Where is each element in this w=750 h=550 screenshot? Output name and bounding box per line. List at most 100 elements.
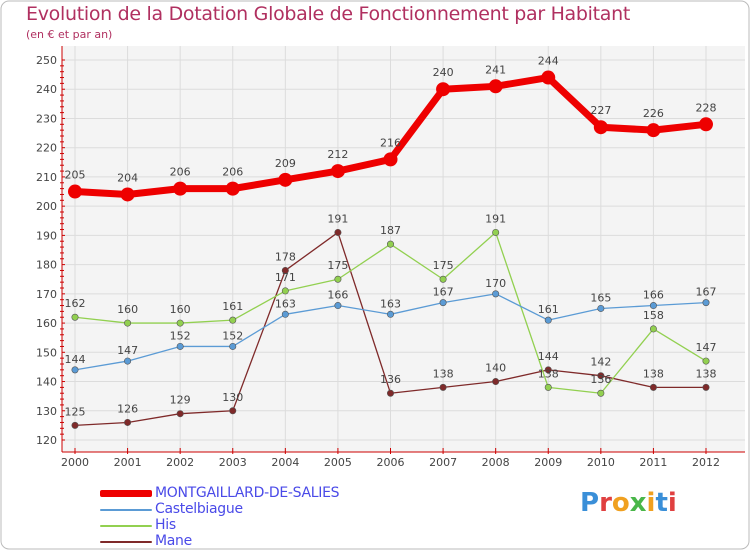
y-tick-label-130: 130 (36, 405, 57, 418)
data-label-mane-2000: 125 (65, 405, 86, 418)
data-label-castelbiague-2005: 166 (327, 289, 348, 302)
data-point-castelbiague-2001 (124, 357, 132, 365)
data-point-mane-2005 (334, 228, 342, 236)
data-point-castelbiague-2003 (229, 342, 237, 350)
data-point-his-2008 (492, 228, 500, 236)
legend-swatch-his (100, 525, 152, 527)
data-point-castelbiague-2006 (386, 310, 394, 318)
legend-item-montgaillard-de-salies: MONTGAILLARD-DE-SALIES (100, 485, 430, 502)
data-point-his-2003 (229, 316, 237, 324)
x-tick-label-2011: 2011 (639, 456, 667, 469)
data-label-mane-2009: 144 (538, 350, 559, 363)
data-point-his-2001 (124, 319, 132, 327)
data-point-castelbiague-2011 (649, 302, 657, 310)
data-label-castelbiague-2009: 161 (538, 303, 559, 316)
data-point-montgaillard-de-salies-2011 (646, 123, 661, 138)
data-label-montgaillard-de-salies-2007: 240 (433, 66, 454, 79)
x-tick-label-2003: 2003 (219, 456, 247, 469)
x-tick-label-2009: 2009 (534, 456, 562, 469)
data-point-mane-2008 (492, 378, 500, 386)
x-tick-label-2010: 2010 (587, 456, 615, 469)
data-point-his-2006 (386, 240, 394, 248)
data-label-his-2006: 187 (380, 224, 401, 237)
data-point-mane-2001 (124, 418, 132, 426)
data-point-mane-2002 (176, 410, 184, 418)
data-label-mane-2012: 138 (696, 367, 717, 380)
data-point-montgaillard-de-salies-2000 (68, 184, 82, 199)
data-label-mane-2011: 138 (643, 367, 664, 380)
data-label-castelbiague-2011: 166 (643, 289, 664, 302)
data-point-mane-2003 (229, 407, 237, 415)
data-label-castelbiague-2010: 165 (590, 291, 611, 304)
data-label-mane-2007: 138 (433, 367, 454, 380)
x-tick-label-2006: 2006 (377, 456, 405, 469)
legend-item-his: His (100, 517, 430, 534)
data-label-mane-2005: 191 (327, 212, 348, 225)
data-label-montgaillard-de-salies-2005: 212 (327, 148, 348, 161)
data-label-castelbiague-2008: 170 (485, 277, 506, 290)
data-label-mane-2004: 178 (275, 250, 296, 263)
x-tick-label-2012: 2012 (692, 456, 720, 469)
data-point-his-2010 (597, 389, 605, 397)
x-tick-label-2002: 2002 (166, 456, 194, 469)
data-label-his-2003: 161 (222, 300, 243, 313)
data-point-mane-2006 (386, 389, 394, 397)
data-label-castelbiague-2007: 167 (433, 286, 454, 299)
data-point-montgaillard-de-salies-2007 (436, 82, 451, 97)
chart-subtitle: (en € et par an) (26, 28, 113, 41)
plot-background (62, 46, 745, 452)
y-tick-label-210: 210 (36, 171, 57, 184)
data-label-mane-2001: 126 (117, 402, 138, 415)
data-point-his-2002 (176, 319, 184, 327)
data-point-his-2007 (439, 275, 447, 283)
legend-label-his: His (155, 517, 176, 533)
data-label-montgaillard-de-salies-2003: 206 (222, 166, 243, 179)
legend-label-montgaillard-de-salies: MONTGAILLARD-DE-SALIES (155, 485, 340, 501)
logo-letter: t (655, 488, 668, 518)
data-point-mane-2011 (649, 383, 657, 391)
y-tick-label-230: 230 (36, 112, 57, 125)
data-label-his-2011: 158 (643, 309, 664, 322)
y-tick-label-170: 170 (36, 288, 57, 301)
y-tick-label-160: 160 (36, 317, 57, 330)
data-label-castelbiague-2001: 147 (117, 344, 138, 357)
data-label-castelbiague-2002: 152 (170, 329, 191, 342)
data-point-castelbiague-2002 (176, 342, 184, 350)
data-point-castelbiague-2005 (334, 302, 342, 310)
data-point-mane-2010 (597, 372, 605, 380)
data-point-mane-2012 (702, 383, 710, 391)
data-point-mane-2000 (71, 421, 79, 429)
legend-swatch-montgaillard-de-salies (100, 490, 152, 497)
data-label-his-2004: 171 (275, 271, 296, 284)
data-point-montgaillard-de-salies-2003 (225, 181, 240, 196)
y-tick-label-220: 220 (36, 142, 57, 155)
data-label-montgaillard-de-salies-2001: 204 (117, 171, 138, 184)
data-point-montgaillard-de-salies-2004 (278, 172, 293, 187)
data-label-montgaillard-de-salies-2002: 206 (170, 166, 191, 179)
y-tick-label-150: 150 (36, 346, 57, 359)
data-label-his-2012: 147 (696, 341, 717, 354)
data-point-his-2005 (334, 275, 342, 283)
data-point-his-2004 (281, 287, 289, 295)
y-tick-label-120: 120 (36, 434, 57, 447)
data-point-montgaillard-de-salies-2009 (541, 70, 556, 85)
data-label-montgaillard-de-salies-2011: 226 (643, 107, 664, 120)
data-point-his-2000 (71, 313, 79, 321)
data-label-his-2005: 175 (327, 259, 348, 272)
x-tick-label-2005: 2005 (324, 456, 352, 469)
data-label-his-2001: 160 (117, 303, 138, 316)
logo-letter: i (667, 488, 677, 518)
logo-letter: r (599, 488, 612, 518)
data-point-castelbiague-2000 (71, 366, 79, 374)
data-point-castelbiague-2010 (597, 304, 605, 312)
data-point-castelbiague-2012 (702, 299, 710, 307)
data-label-his-2000: 162 (65, 297, 86, 310)
legend-label-mane: Mane (155, 533, 192, 549)
y-tick-label-200: 200 (36, 200, 57, 213)
data-point-his-2009 (544, 383, 552, 391)
legend-item-mane: Mane (100, 533, 430, 550)
data-point-montgaillard-de-salies-2002 (173, 181, 188, 196)
